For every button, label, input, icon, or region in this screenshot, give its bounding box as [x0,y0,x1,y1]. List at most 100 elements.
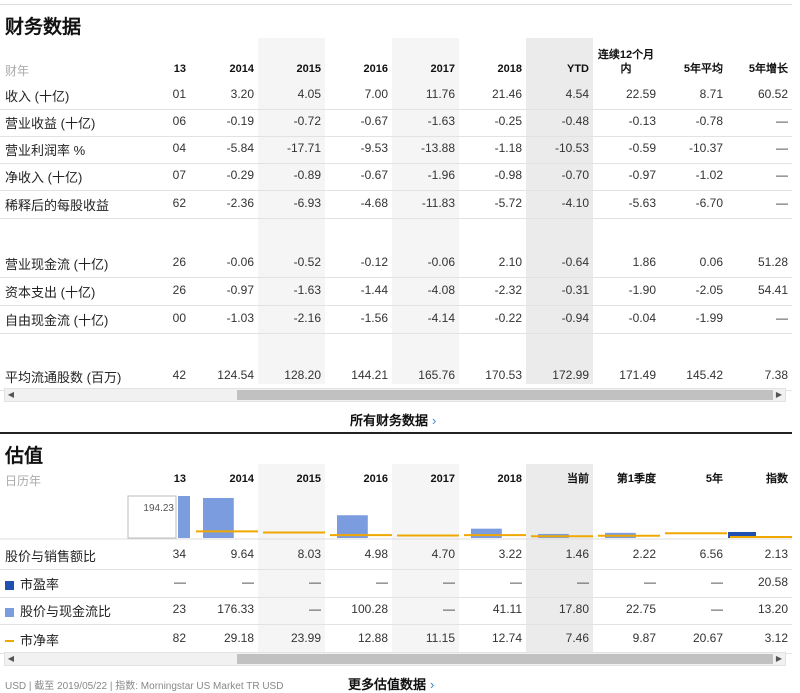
table-cell: 1.46 [565,547,589,561]
table-cell: — [776,311,788,325]
column-header: 13 [173,63,186,75]
row-divider [0,569,792,570]
table-cell: 145.42 [686,368,723,382]
table-cell: 62 [172,196,186,210]
table-cell: 128.20 [284,368,321,382]
chart-max-box [127,495,177,539]
scroll-left-icon[interactable]: ◀ [7,390,15,399]
all-financials-label: 所有财务数据 [350,413,429,428]
column-header: 2014 [229,63,254,75]
table-cell: 100.28 [351,602,388,616]
scroll-right-icon[interactable]: ▶ [775,654,783,663]
table-cell: 3.12 [764,631,788,645]
column-header: 2018 [497,473,522,485]
row-label-text: 营业现金流 (十亿) [5,257,109,272]
row-label-text: 资本支出 (十亿) [5,285,96,300]
table-cell: -0.97 [226,283,254,297]
valuation-scroll-thumb[interactable] [237,654,773,664]
table-cell: -17.71 [286,141,321,155]
legend-swatch-icon [5,640,14,642]
chevron-right-icon: › [430,677,435,692]
scroll-left-icon[interactable]: ◀ [7,654,15,663]
table-cell: 21.46 [491,87,522,101]
column-header: 5年增长 [748,63,788,75]
chart-max-label: 194.23 [143,503,174,514]
row-label-text: 营业收益 (十亿) [5,116,96,131]
table-cell: -2.16 [293,311,321,325]
column-header: 指数 [766,473,788,485]
row-label-text: 稀释后的每股收益 [5,198,110,213]
table-cell: -0.19 [226,114,254,128]
row-label: 稀释后的每股收益 [5,195,109,214]
table-cell: 26 [172,255,186,269]
table-cell: -1.03 [226,311,254,325]
table-cell: 2.13 [764,547,788,561]
row-label-text: 市净率 [20,633,60,648]
table-cell: 42 [172,368,186,382]
table-cell: -0.25 [494,114,522,128]
column-header: 2018 [497,63,522,75]
col-shade-2015 [258,38,325,384]
column-header: 2014 [229,473,254,485]
table-cell: — [443,602,455,616]
table-cell: 17.80 [558,602,589,616]
row-label: 市净率 [5,630,59,649]
table-cell: 01 [172,87,186,101]
table-cell: -6.93 [293,196,321,210]
table-cell: -1.18 [494,141,522,155]
scroll-right-icon[interactable]: ▶ [775,390,783,399]
row-label-text: 自由现金流 (十亿) [5,313,109,328]
row-divider [0,277,792,278]
pcf-bar [337,515,368,538]
row-label: 净收入 (十亿) [5,167,82,186]
table-cell: 6.56 [699,547,723,561]
table-cell: -0.06 [226,255,254,269]
financials-scrollbar[interactable]: ◀ ▶ [4,388,786,402]
row-label-text: 市盈率 [20,577,60,592]
column-header: 连续12个月内 [597,49,655,75]
table-cell: -0.52 [293,255,321,269]
table-cell: 8.03 [297,547,321,561]
table-cell: -11.83 [421,196,455,210]
table-cell: 26 [172,283,186,297]
financials-scroll-thumb[interactable] [237,390,773,400]
table-cell: -0.48 [561,114,589,128]
table-cell: — [510,575,522,589]
table-cell: — [644,575,656,589]
table-cell: -0.98 [494,168,522,182]
table-cell: -5.84 [226,141,254,155]
table-cell: — [776,196,788,210]
column-header: 第1季度 [616,473,656,485]
all-financials-link[interactable]: 所有财务数据 › [350,410,436,429]
table-cell: -1.99 [695,311,723,325]
table-cell: -1.90 [628,283,656,297]
table-cell: 13.20 [757,602,788,616]
table-cell: — [776,168,788,182]
table-cell: 82 [172,631,186,645]
table-cell: — [577,575,589,589]
table-cell: 06 [172,114,186,128]
more-valuation-link[interactable]: 更多估值数据 › [348,674,434,693]
row-divider [0,136,792,137]
valuation-mini-chart: 194.23 [0,495,792,540]
column-header: 5年 [705,473,723,485]
row-label: 股价与销售额比 [5,546,96,565]
legend-swatch-icon [5,608,14,617]
table-cell: 144.21 [351,368,388,382]
footer-note: USD | 截至 2019/05/22 | 指数: Morningstar US… [5,681,284,692]
table-cell: 170.53 [485,368,522,382]
row-label-text: 营业利润率 % [5,143,86,158]
table-cell: -2.05 [695,283,723,297]
table-cell: 171.49 [619,368,656,382]
column-header: 2017 [430,63,455,75]
financials-year-label: 财年 [5,64,30,78]
table-cell: 20.67 [692,631,723,645]
table-cell: — [776,114,788,128]
row-label: 股价与现金流比 [5,601,111,620]
row-label: 收入 (十亿) [5,86,69,105]
table-cell: 8.71 [699,87,723,101]
section-divider [0,432,792,434]
valuation-scrollbar[interactable]: ◀ ▶ [4,652,786,666]
row-label-text: 股价与现金流比 [20,604,112,619]
table-cell: 4.98 [364,547,388,561]
